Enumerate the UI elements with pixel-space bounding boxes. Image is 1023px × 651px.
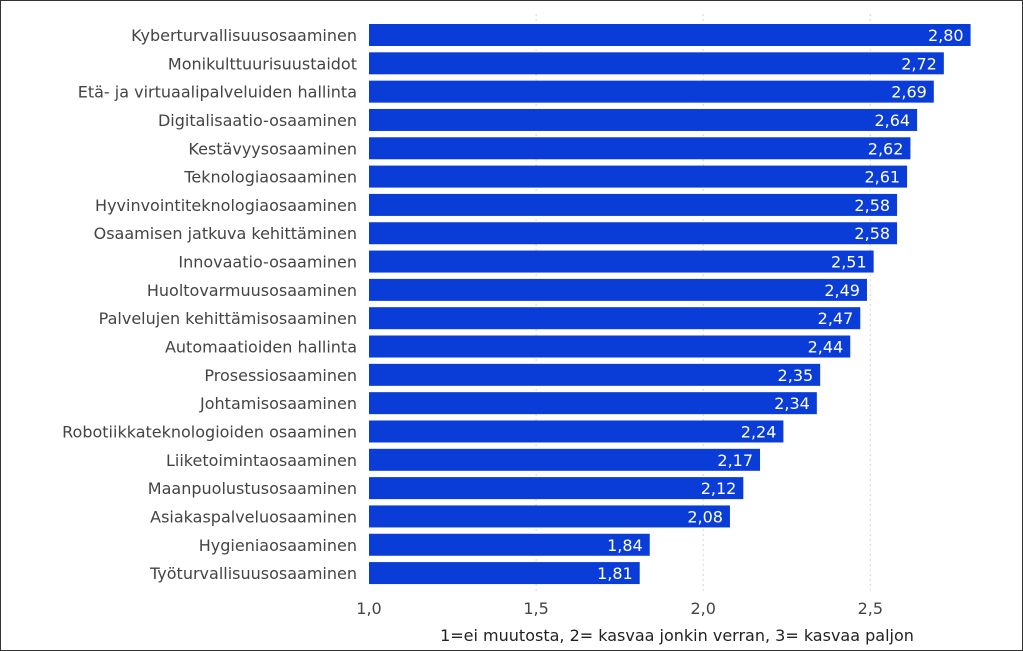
category-label: Monikulttuurisuustaidot <box>168 54 357 73</box>
bar <box>369 363 821 386</box>
x-tick-label: 1,0 <box>356 599 381 618</box>
category-label: Palvelujen kehittämisosaaminen <box>99 309 357 328</box>
value-label: 2,80 <box>928 26 964 45</box>
value-label: 2,49 <box>824 281 860 300</box>
category-label: Prosessiosaaminen <box>204 366 357 385</box>
category-label: Liiketoimintaosaaminen <box>166 451 357 470</box>
value-label: 2,12 <box>701 479 737 498</box>
bar <box>369 108 918 131</box>
category-label: Automaatioiden hallinta <box>165 338 357 357</box>
bar <box>369 533 650 556</box>
value-label: 2,44 <box>808 338 844 357</box>
category-labels: Kyberturvallisuusosaaminen Monikulttuuris… <box>62 26 357 583</box>
bar <box>369 420 784 443</box>
value-label: 2,58 <box>854 196 890 215</box>
x-tick-label: 1,5 <box>523 599 548 618</box>
bar <box>369 505 730 528</box>
x-tick-label: 2,0 <box>690 599 715 618</box>
value-label: 2,35 <box>778 366 814 385</box>
value-label: 2,72 <box>901 54 937 73</box>
category-label: Maanpuolustusosaaminen <box>148 479 357 498</box>
value-label: 2,08 <box>687 507 723 526</box>
bar <box>369 222 898 245</box>
value-label: 2,34 <box>774 394 810 413</box>
bar <box>369 137 911 160</box>
category-label: Kyberturvallisuusosaaminen <box>131 26 357 45</box>
x-tick-label: 2,5 <box>858 599 883 618</box>
category-label: Johtamisosaaminen <box>199 394 357 413</box>
value-labels: 2,80 2,72 2,69 2,64 2,62 2,61 2,58 2,58 2,51 2,49… <box>597 26 963 583</box>
bar <box>369 278 867 301</box>
category-label: Hygieniaosaaminen <box>199 536 357 555</box>
category-label: Kestävyysosaaminen <box>188 139 357 158</box>
value-label: 2,69 <box>891 83 927 102</box>
category-label: Työturvallisuusosaaminen <box>149 564 357 583</box>
bar <box>369 448 761 471</box>
bars <box>369 24 971 585</box>
bar <box>369 307 861 330</box>
bar <box>369 562 640 585</box>
bar <box>369 335 851 358</box>
bar <box>369 80 934 103</box>
category-label: Robotiikkateknologioiden osaaminen <box>62 422 357 441</box>
category-label: Etä- ja virtuaalipalveluiden hallinta <box>78 83 357 102</box>
bar <box>369 250 874 273</box>
value-label: 2,62 <box>868 139 904 158</box>
category-label: Hyvinvointiteknologiaosaaminen <box>95 196 357 215</box>
category-label: Digitalisaatio-osaaminen <box>158 111 357 130</box>
category-label: Teknologiaosaaminen <box>183 168 357 187</box>
bar <box>369 24 971 46</box>
value-label: 2,58 <box>854 224 890 243</box>
bar <box>369 165 908 188</box>
x-axis-title: 1=ei muutosta, 2= kasvaa jonkin verran, … <box>440 626 914 645</box>
value-label: 2,61 <box>864 168 900 187</box>
bar <box>369 392 817 415</box>
category-label: Asiakaspalveluosaaminen <box>150 507 357 526</box>
bar <box>369 193 898 216</box>
category-label: Huoltovarmuusosaaminen <box>147 281 357 300</box>
value-label: 2,24 <box>741 422 777 441</box>
x-axis-tick-labels: 1,0 1,5 2,0 2,5 <box>356 599 883 618</box>
value-label: 2,17 <box>717 451 753 470</box>
value-label: 1,81 <box>597 564 633 583</box>
bar <box>369 477 744 500</box>
category-label: Osaamisen jatkuva kehittäminen <box>94 224 357 243</box>
bar <box>369 52 944 75</box>
value-label: 1,84 <box>607 536 643 555</box>
value-label: 2,47 <box>818 309 854 328</box>
category-label: Innovaatio-osaaminen <box>178 253 357 272</box>
value-label: 2,64 <box>874 111 910 130</box>
value-label: 2,51 <box>831 253 867 272</box>
